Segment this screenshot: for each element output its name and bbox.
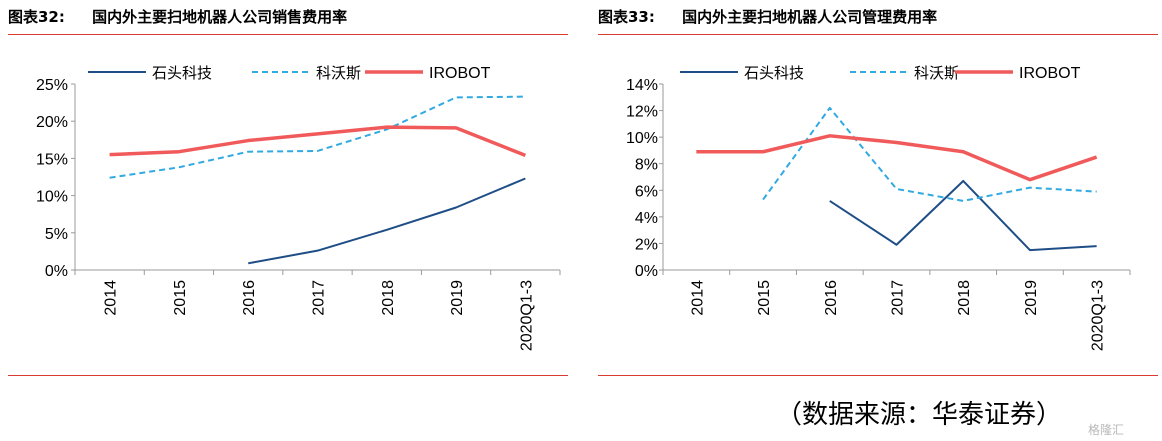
x-tick-label: 2018 (956, 280, 973, 316)
y-tick-label: 14% (626, 77, 658, 94)
legend-label: IROBOT (1019, 65, 1081, 82)
legend-label: 科沃斯 (316, 64, 361, 82)
y-tick-label: 5% (45, 226, 68, 243)
y-tick-label: 8% (635, 157, 658, 174)
x-tick-label: 2015 (756, 280, 773, 316)
bottom-rule (598, 375, 1158, 376)
x-tick-label: 2019 (449, 280, 466, 316)
y-tick-label: 0% (635, 263, 658, 280)
sales-expense-chart-panel: 图表32: 国内外主要扫地机器人公司销售费用率 0% 5% 10% 15% 20% 25%… (0, 0, 572, 380)
chart-title-row: 图表33: 国内外主要扫地机器人公司管理费用率 (598, 6, 937, 32)
figure-label: 图表32: (8, 8, 65, 26)
x-tick-label: 2018 (380, 280, 397, 316)
chart-title: 国内外主要扫地机器人公司管理费用率 (682, 8, 938, 26)
y-tick-label: 10% (626, 130, 658, 147)
legend-label: 石头科技 (744, 64, 804, 82)
x-tick-label: 2014 (689, 280, 706, 316)
y-tick-label: 25% (36, 77, 68, 94)
x-tick-label: 2019 (1023, 280, 1040, 316)
x-tick-label: 2016 (241, 280, 258, 316)
y-tick-label: 4% (635, 210, 658, 227)
x-tick-label: 2014 (103, 280, 120, 316)
x-tick-label: 2020Q1-3 (1090, 280, 1107, 351)
sales-expense-line-chart: 0% 5% 10% 15% 20% 25% 2014 2015 2016 2017 2018 2019… (36, 64, 561, 351)
watermark: 格隆汇 (1088, 423, 1125, 437)
x-tick-label: 2015 (172, 280, 189, 316)
chart-title: 国内外主要扫地机器人公司销售费用率 (92, 8, 348, 26)
x-tick-label: 2017 (311, 280, 328, 316)
admin-expense-chart-panel: 图表33: 国内外主要扫地机器人公司管理费用率 0% 2% 4% 6% 8% 10% 12%… (590, 0, 1162, 380)
y-tick-label: 2% (635, 236, 658, 253)
series-line-0 (829, 179, 1097, 252)
top-rule (598, 34, 1158, 35)
y-tick-label: 20% (36, 114, 68, 131)
y-tick-label: 6% (635, 183, 658, 200)
y-tick-label: 10% (36, 189, 68, 206)
x-tick-label: 2017 (890, 280, 907, 316)
series-line-1 (762, 106, 1097, 202)
legend-label: IROBOT (429, 65, 491, 82)
chart-title-row: 图表32: 国内外主要扫地机器人公司销售费用率 (8, 6, 347, 32)
series-line-0 (248, 177, 526, 265)
figure-label: 图表33: (598, 8, 655, 26)
admin-expense-line-chart: 0% 2% 4% 6% 8% 10% 12% 14% 2014 2015 2016 2017 2018 2… (626, 64, 1131, 351)
x-tick-label: 2020Q1-3 (518, 280, 535, 351)
y-tick-label: 15% (36, 151, 68, 168)
legend-label: 石头科技 (152, 64, 212, 82)
bottom-rule (8, 375, 568, 376)
x-tick-label: 2016 (823, 280, 840, 316)
y-tick-label: 12% (626, 104, 658, 121)
source-note: （数据来源：华泰证券） (776, 400, 1063, 430)
y-tick-label: 0% (45, 263, 68, 280)
top-rule (8, 34, 568, 35)
series-line-1 (109, 95, 526, 179)
legend-label: 科沃斯 (914, 64, 959, 82)
